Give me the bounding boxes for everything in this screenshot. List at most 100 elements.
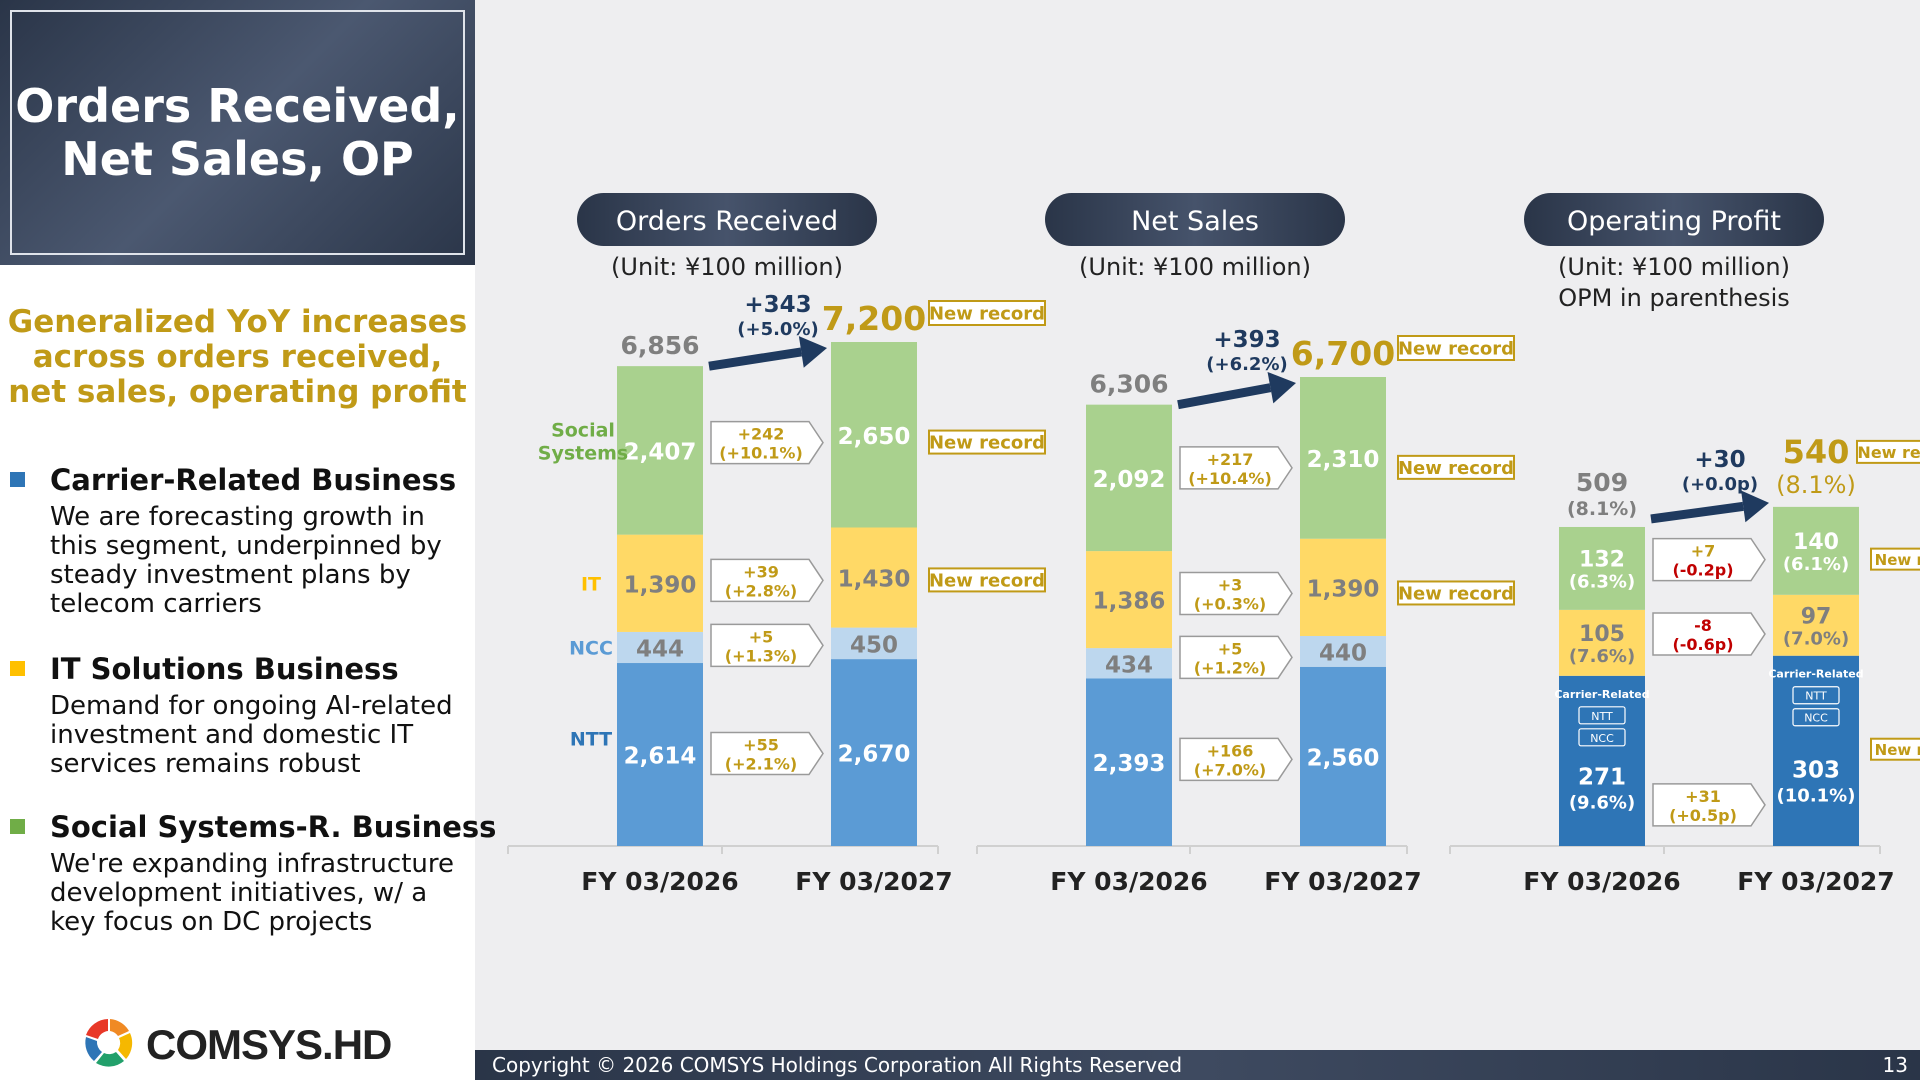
bar-segment-it xyxy=(1300,538,1386,636)
ncc-tag-frame xyxy=(1792,708,1840,727)
ntt-tag-text: NTT xyxy=(1805,690,1827,703)
chart-unit: (Unit: ¥100 million) xyxy=(611,253,843,281)
series-label: NTT xyxy=(570,729,612,751)
data-label: 1,386 xyxy=(1093,589,1166,615)
data-label: 1,390 xyxy=(1307,576,1380,602)
total-label: 7,200 xyxy=(822,299,926,338)
data-label: 1,430 xyxy=(838,567,911,593)
chart-unit-note: OPM in parenthesis xyxy=(1558,284,1790,312)
opm-label: (7.0%) xyxy=(1783,628,1849,649)
bar-segment-social-systems xyxy=(617,366,703,535)
arrow-head xyxy=(1267,371,1296,404)
arrow-head xyxy=(798,336,827,368)
opm-label: (10.1%) xyxy=(1777,785,1856,806)
change-percent: (+2.8%) xyxy=(725,581,797,600)
change-percent: (+7.0%) xyxy=(1194,760,1266,779)
new-record-frame xyxy=(928,567,1046,593)
left-panel: Orders Received, Net Sales, OP Generaliz… xyxy=(0,0,496,1080)
change-box-shape xyxy=(710,623,824,668)
change-percent: (+10.1%) xyxy=(719,444,803,463)
x-tick-label: FY 03/2027 xyxy=(1737,867,1894,896)
total-change-value: +30 xyxy=(1694,447,1745,473)
segment-new-record-badge: New record xyxy=(1397,454,1515,480)
change-box-shape xyxy=(1179,446,1293,490)
x-tick-label: FY 03/2026 xyxy=(1050,867,1207,896)
bar-segment-ncc xyxy=(617,631,703,664)
total-label: 6,306 xyxy=(1089,370,1168,399)
segment-change-box: +5(+1.3%) xyxy=(710,623,824,668)
new-record-text: New record xyxy=(1875,741,1920,759)
business-title: IT Solutions Business xyxy=(50,652,399,686)
bar-segment-ntt xyxy=(1300,666,1386,846)
footer: Copyright © 2026 COMSYS Holdings Corpora… xyxy=(475,1050,1920,1080)
bar-segment-it xyxy=(1559,609,1645,676)
new-record-frame xyxy=(928,300,1046,326)
total-change-value: +343 xyxy=(744,292,811,318)
total-label: 6,700 xyxy=(1291,334,1395,373)
new-record-text: New record xyxy=(1398,583,1514,604)
segment-change-box: +31(+0.5p) xyxy=(1652,783,1766,827)
data-label: 303 xyxy=(1792,757,1840,783)
arrow-shaft xyxy=(1650,501,1744,524)
change-value: +242 xyxy=(738,425,785,444)
change-value: -8 xyxy=(1694,616,1712,635)
ncc-tag: NCC xyxy=(1578,728,1626,747)
change-percent: (+1.2%) xyxy=(1194,658,1266,677)
segment-change-box: +3(+0.3%) xyxy=(1179,571,1293,616)
segment-new-record-badge: New record xyxy=(1870,547,1920,571)
change-percent: (-0.6p) xyxy=(1672,635,1733,654)
new-record-frame xyxy=(1856,439,1920,464)
business-description-line: development initiatives, w/ a xyxy=(50,878,428,908)
change-value: +5 xyxy=(1218,639,1243,658)
data-label: 2,310 xyxy=(1307,447,1380,473)
new-record-text: New record xyxy=(929,570,1045,591)
new-record-text: New record xyxy=(1398,339,1514,360)
segment-new-record-badge: New record xyxy=(928,567,1046,593)
change-percent: (+1.3%) xyxy=(725,646,797,665)
ncc-tag-frame xyxy=(1578,728,1626,747)
new-record-text: New record xyxy=(1857,443,1920,462)
new-record-frame xyxy=(1397,454,1515,480)
data-label: 450 xyxy=(850,632,898,658)
change-percent: (+0.3%) xyxy=(1194,594,1266,613)
segment-change-box: +166(+7.0%) xyxy=(1179,737,1293,782)
data-label: 105 xyxy=(1579,622,1625,647)
change-value: +55 xyxy=(743,736,779,755)
chart-panel-3: Operating Profit (Unit: ¥100 million) OPM … xyxy=(1449,193,1895,896)
business-description-line: Demand for ongoing AI-related xyxy=(50,691,453,721)
ntt-tag-frame xyxy=(1578,706,1626,725)
business-description-line: services remains robust xyxy=(50,749,361,779)
total-label: 509 xyxy=(1576,468,1628,497)
change-value: +5 xyxy=(749,627,774,646)
business-description-line: steady investment plans by xyxy=(50,560,411,590)
segment-change-box: +39(+2.8%) xyxy=(710,558,824,603)
data-label: 97 xyxy=(1801,604,1832,629)
segment-new-record-badge: New record xyxy=(928,429,1046,455)
x-tick-label: FY 03/2026 xyxy=(581,867,738,896)
bar-segment-it xyxy=(1773,594,1859,656)
total-new-record-badge: New record xyxy=(1397,335,1515,361)
page-title: Orders Received, Net Sales, OP xyxy=(10,10,465,255)
segment-new-record-badge: New record xyxy=(1397,580,1515,606)
data-label: 440 xyxy=(1319,640,1367,666)
data-label: 2,614 xyxy=(624,744,697,770)
total-change-percent: (+0.0p) xyxy=(1682,474,1758,495)
chart-panel-2: Net Sales (Unit: ¥100 million) FY 03/2026 F… xyxy=(976,193,1422,896)
new-record-frame xyxy=(1870,737,1920,761)
business-description-line: We are forecasting growth in xyxy=(50,502,425,532)
bar-segment-it xyxy=(1086,551,1172,649)
segment-change-box: +217(+10.4%) xyxy=(1179,446,1293,490)
data-label: 2,670 xyxy=(838,742,911,768)
x-tick-label: FY 03/2027 xyxy=(1264,867,1421,896)
opm-label: (6.1%) xyxy=(1783,554,1849,575)
total-new-record-badge: New record xyxy=(1856,439,1920,464)
carrier-related-label: Carrier-Related xyxy=(1768,668,1863,681)
total-new-record-badge: New record xyxy=(928,300,1046,326)
business-description: We are forecasting growth in this segmen… xyxy=(50,503,470,619)
bar-segment-social-systems xyxy=(1559,526,1645,610)
x-tick-label: FY 03/2026 xyxy=(1523,867,1680,896)
arrow-shaft xyxy=(1177,383,1272,410)
new-record-frame xyxy=(1397,580,1515,606)
change-box-shape xyxy=(1652,612,1766,656)
ntt-tag-text: NTT xyxy=(1591,710,1613,723)
